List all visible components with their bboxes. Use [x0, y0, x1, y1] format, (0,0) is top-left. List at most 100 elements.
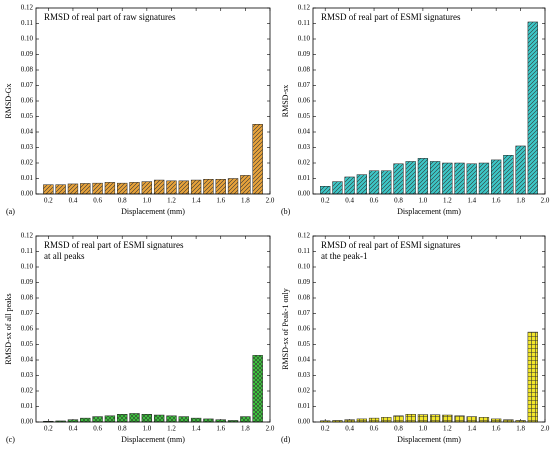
y-tick-label: 0.06: [21, 97, 34, 105]
bar: [356, 174, 367, 195]
panel: 0.00 0.01 0.02 0.03 0.04 0.05 0.06 0.07 0.08 0.09…: [4, 4, 275, 216]
bar: [515, 145, 526, 195]
plot-frame: [35, 235, 271, 423]
y-tick-label: 0.03: [21, 371, 34, 379]
bar: [356, 418, 367, 423]
bar: [129, 182, 140, 195]
y-tick-label: 0.02: [21, 387, 34, 395]
bar: [190, 417, 202, 423]
bar: [153, 414, 165, 423]
x-tick-label: 1.0: [142, 425, 151, 433]
y-tick-label: 0.06: [298, 325, 311, 333]
y-tick-label: 0.09: [298, 50, 311, 58]
bar: [104, 182, 116, 195]
bar: [166, 180, 177, 195]
bar: [80, 183, 91, 195]
bar: [368, 417, 380, 423]
y-tick-label: 0.07: [21, 309, 34, 317]
y-tick-label: 0.09: [21, 50, 34, 58]
x-tick-label: 0.2: [321, 197, 330, 205]
bar: [117, 414, 128, 423]
y-tick-label: 0.04: [21, 356, 34, 364]
x-tick-label: 1.2: [443, 425, 452, 433]
bar: [141, 414, 153, 423]
chart-title: RMSD of real part of ESMI signatures: [321, 240, 461, 250]
y-tick-label: 0.10: [298, 35, 311, 43]
x-tick-label: 1.0: [419, 197, 428, 205]
chart-title: at all peaks: [44, 251, 85, 261]
x-tick-label: 0.4: [69, 425, 78, 433]
bar: [129, 413, 140, 423]
x-tick-label: 1.6: [492, 197, 501, 205]
y-tick-label: 0.12: [21, 232, 34, 240]
x-tick-label: 2.0: [266, 197, 275, 205]
bar: [503, 155, 514, 195]
y-tick-label: 0.12: [298, 4, 311, 12]
y-tick-label: 0.03: [298, 371, 311, 379]
x-tick-label: 1.6: [492, 425, 501, 433]
y-tick-label: 0.05: [21, 340, 34, 348]
panel: 0.00 0.01 0.02 0.03 0.04 0.05 0.06 0.07 0.08 0.09…: [281, 4, 550, 216]
y-tick-label: 0.10: [21, 263, 34, 271]
bar: [178, 416, 189, 423]
bar: [405, 161, 416, 195]
chart-title: at the peak-1: [321, 251, 367, 261]
bar: [92, 182, 103, 195]
y-tick-label: 0.03: [21, 143, 34, 151]
bar: [454, 415, 465, 423]
x-tick-label: 1.8: [241, 197, 250, 205]
y-tick-label: 0.04: [298, 128, 311, 136]
y-tick-label: 0.06: [298, 97, 311, 105]
y-tick-label: 0.01: [298, 402, 311, 410]
bar: [80, 417, 91, 423]
chart-title: RMSD of real part of raw signatures: [44, 12, 176, 22]
plot-frame: [35, 7, 271, 195]
y-tick-label: 0.06: [21, 325, 34, 333]
y-tick-label: 0.02: [298, 387, 311, 395]
bar: [252, 355, 263, 423]
y-tick-label: 0.12: [298, 232, 311, 240]
x-tick-label: 0.2: [44, 425, 53, 433]
bar: [466, 416, 477, 423]
panel-label: (b): [281, 207, 291, 216]
x-tick-label: 0.4: [69, 197, 78, 205]
y-tick-label: 0.02: [298, 159, 311, 167]
x-tick-label: 0.4: [345, 425, 354, 433]
y-tick-label: 0.04: [21, 128, 34, 136]
bar: [166, 415, 177, 423]
bar: [478, 417, 490, 423]
x-tick-label: 0.2: [44, 197, 53, 205]
bar: [141, 181, 153, 195]
panel-label: (d): [281, 435, 291, 444]
bar: [454, 162, 465, 195]
bar: [92, 416, 103, 423]
x-tick-label: 0.8: [118, 197, 127, 205]
x-tick-label: 2.0: [266, 425, 275, 433]
bar: [381, 170, 392, 195]
x-tick-label: 1.6: [216, 425, 225, 433]
bar: [67, 183, 79, 195]
y-tick-label: 0.01: [21, 174, 34, 182]
plot-frame: [312, 235, 546, 423]
bar: [442, 162, 453, 195]
x-tick-label: 0.2: [321, 425, 330, 433]
y-tick-label: 0.07: [298, 81, 311, 89]
bar: [332, 181, 343, 195]
bar: [117, 182, 128, 195]
y-tick-label: 0.04: [298, 356, 311, 364]
x-tick-label: 0.8: [118, 425, 127, 433]
chart-title: RMSD of real part of ESMI signatures: [321, 12, 461, 22]
bar: [393, 163, 404, 195]
y-tick-label: 0.00: [21, 190, 34, 198]
x-axis-label: Displacement (mm): [121, 435, 185, 444]
bar: [429, 414, 441, 423]
bar: [417, 414, 429, 423]
x-tick-label: 1.8: [516, 425, 525, 433]
panel: 0.00 0.01 0.02 0.03 0.04 0.05 0.06 0.07 0.08 0.09…: [281, 232, 550, 444]
x-tick-label: 1.4: [192, 197, 201, 205]
x-tick-label: 1.2: [167, 197, 176, 205]
x-axis-label: Displacement (mm): [397, 435, 461, 444]
bar: [393, 415, 404, 423]
y-tick-label: 0.02: [21, 159, 34, 167]
